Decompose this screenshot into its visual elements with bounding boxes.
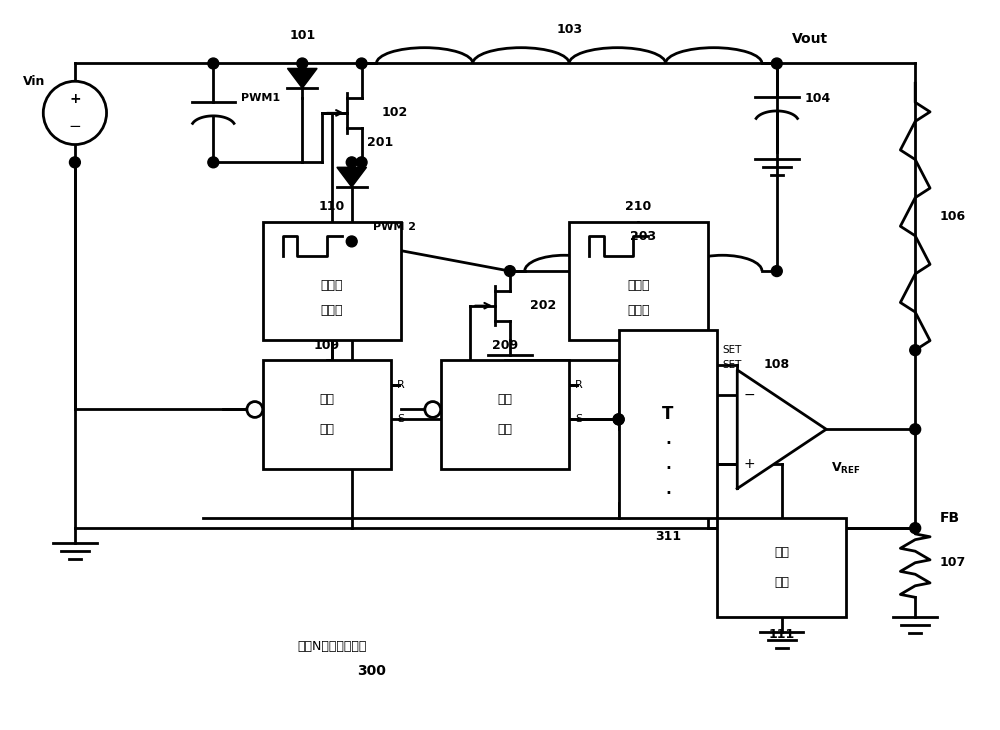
- Text: 驱动: 驱动: [497, 393, 512, 406]
- Text: 311: 311: [655, 529, 681, 542]
- Text: 时电路: 时电路: [321, 304, 343, 317]
- Text: 210: 210: [625, 200, 652, 213]
- Text: 300: 300: [357, 664, 386, 678]
- Text: PWM 2: PWM 2: [373, 222, 416, 231]
- Bar: [717, 518, 846, 617]
- Text: 104: 104: [804, 91, 831, 104]
- Polygon shape: [737, 370, 826, 488]
- Circle shape: [346, 157, 357, 168]
- Text: SET: SET: [722, 360, 742, 370]
- Text: PWM1: PWM1: [241, 93, 280, 103]
- Text: 106: 106: [940, 210, 966, 223]
- Bar: [569, 222, 708, 340]
- Text: 209: 209: [492, 339, 518, 352]
- Text: 201: 201: [367, 136, 393, 149]
- Circle shape: [208, 58, 219, 69]
- Circle shape: [69, 157, 80, 168]
- Text: $\mathbf{V_{REF}}$: $\mathbf{V_{REF}}$: [831, 461, 861, 477]
- Bar: [441, 360, 569, 469]
- Text: Vin: Vin: [23, 74, 45, 88]
- Text: 电路: 电路: [319, 423, 334, 436]
- Circle shape: [613, 414, 624, 425]
- Text: T: T: [662, 405, 674, 423]
- Text: R: R: [575, 380, 583, 390]
- Text: Vout: Vout: [792, 32, 828, 46]
- Text: 参考: 参考: [774, 546, 789, 559]
- Text: 电路: 电路: [497, 423, 512, 436]
- Text: 到第N相的驱动电路: 到第N相的驱动电路: [297, 640, 367, 653]
- Text: S: S: [575, 415, 582, 424]
- Bar: [263, 360, 391, 469]
- Circle shape: [425, 402, 441, 418]
- Text: 电源: 电源: [774, 576, 789, 589]
- Text: −: −: [743, 388, 755, 402]
- Text: 103: 103: [556, 23, 582, 36]
- Text: 110: 110: [319, 200, 345, 213]
- Text: S: S: [397, 415, 404, 424]
- Circle shape: [297, 58, 308, 69]
- Text: +: +: [69, 92, 81, 106]
- Text: 导通计: 导通计: [627, 280, 650, 293]
- Circle shape: [771, 266, 782, 277]
- Circle shape: [613, 414, 624, 425]
- Bar: [619, 331, 717, 518]
- Circle shape: [771, 58, 782, 69]
- Text: 102: 102: [381, 107, 408, 120]
- Text: −: −: [69, 119, 81, 134]
- Text: 111: 111: [769, 629, 795, 642]
- Circle shape: [43, 81, 107, 145]
- Bar: [263, 222, 401, 340]
- Text: 驱动: 驱动: [319, 393, 334, 406]
- Text: R: R: [397, 380, 405, 390]
- Text: 101: 101: [289, 28, 315, 42]
- Text: 时电路: 时电路: [627, 304, 650, 317]
- Text: ·: ·: [664, 482, 672, 505]
- Circle shape: [247, 402, 263, 418]
- Text: 203: 203: [630, 231, 656, 243]
- Text: 108: 108: [764, 358, 790, 372]
- Circle shape: [910, 345, 921, 356]
- Text: ·: ·: [664, 457, 672, 481]
- Text: 109: 109: [314, 339, 340, 352]
- Text: 202: 202: [530, 299, 556, 312]
- Circle shape: [356, 157, 367, 168]
- Polygon shape: [337, 167, 367, 187]
- Circle shape: [910, 424, 921, 434]
- Polygon shape: [287, 69, 317, 88]
- Text: FB: FB: [940, 511, 960, 525]
- Circle shape: [356, 58, 367, 69]
- Circle shape: [208, 157, 219, 168]
- Circle shape: [504, 266, 515, 277]
- Text: ·: ·: [664, 432, 672, 456]
- Text: +: +: [743, 457, 755, 471]
- Text: 107: 107: [940, 556, 966, 569]
- Circle shape: [910, 523, 921, 534]
- Circle shape: [346, 236, 357, 247]
- Text: 导通计: 导通计: [321, 280, 343, 293]
- Text: SET: SET: [722, 345, 742, 356]
